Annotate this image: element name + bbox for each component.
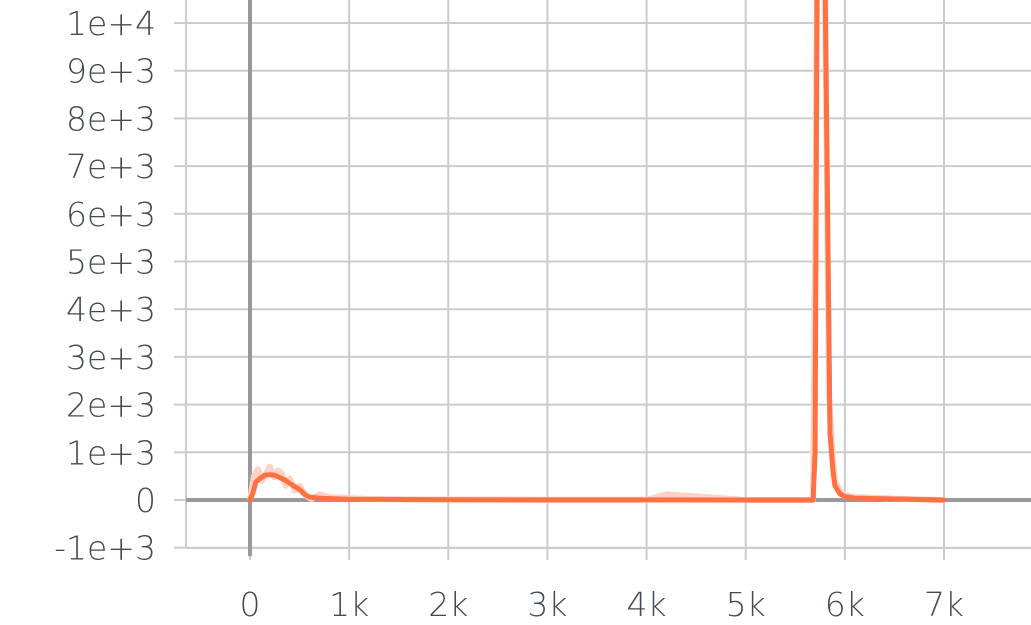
series-line-smoothed — [247, 0, 947, 503]
x-tick-label: 6k — [825, 585, 865, 624]
y-tick-label: 9e+3 — [66, 52, 156, 91]
y-tick-label: 3e+3 — [66, 338, 156, 377]
x-tick-label: 2k — [428, 585, 468, 624]
x-tick-labels: 0 1k 2k 3k 4k 5k 6k 7k — [240, 585, 965, 624]
series-line-raw — [247, 0, 945, 503]
x-tick-label: 3k — [527, 585, 567, 624]
y-tick-label: -1e+3 — [54, 529, 156, 568]
y-tick-label: 8e+3 — [66, 99, 156, 138]
y-tick-label: 2e+3 — [66, 386, 156, 425]
y-tick-label: 4e+3 — [66, 290, 156, 329]
y-tick-label: 1e+3 — [66, 433, 156, 472]
x-tick-label: 5k — [726, 585, 766, 624]
zero-axes — [186, 0, 1031, 556]
y-tick-label: 6e+3 — [66, 195, 156, 234]
y-tick-label: 1e+4 — [66, 4, 156, 43]
y-tick-labels: -1e+3 0 1e+3 2e+3 3e+3 4e+3 5e+3 6e+3 7e+3 8e+3 9e… — [54, 4, 156, 568]
series-group — [247, 0, 947, 503]
grid — [174, 0, 1031, 560]
x-tick-label: 0 — [240, 585, 261, 624]
y-tick-label: 0 — [135, 481, 156, 520]
y-tick-label: 7e+3 — [66, 147, 156, 186]
y-tick-label: 5e+3 — [66, 243, 156, 282]
x-tick-label: 4k — [627, 585, 667, 624]
x-tick-label: 7k — [924, 585, 964, 624]
x-tick-label: 1k — [329, 585, 369, 624]
